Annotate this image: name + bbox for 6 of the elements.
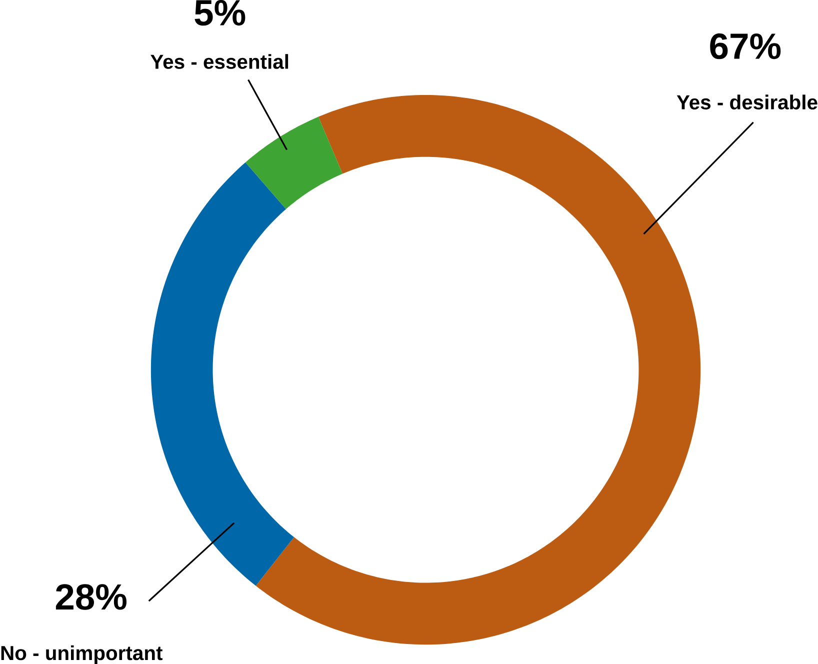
data-label: 67% (710, 33, 781, 60)
slice-label: Yes - desirable (676, 94, 818, 110)
slice-label: Yes - essential (150, 54, 288, 69)
data-label: 5% (194, 0, 246, 26)
slice-label: No - unimportant (1, 645, 162, 664)
data-label: 28% (56, 584, 126, 610)
